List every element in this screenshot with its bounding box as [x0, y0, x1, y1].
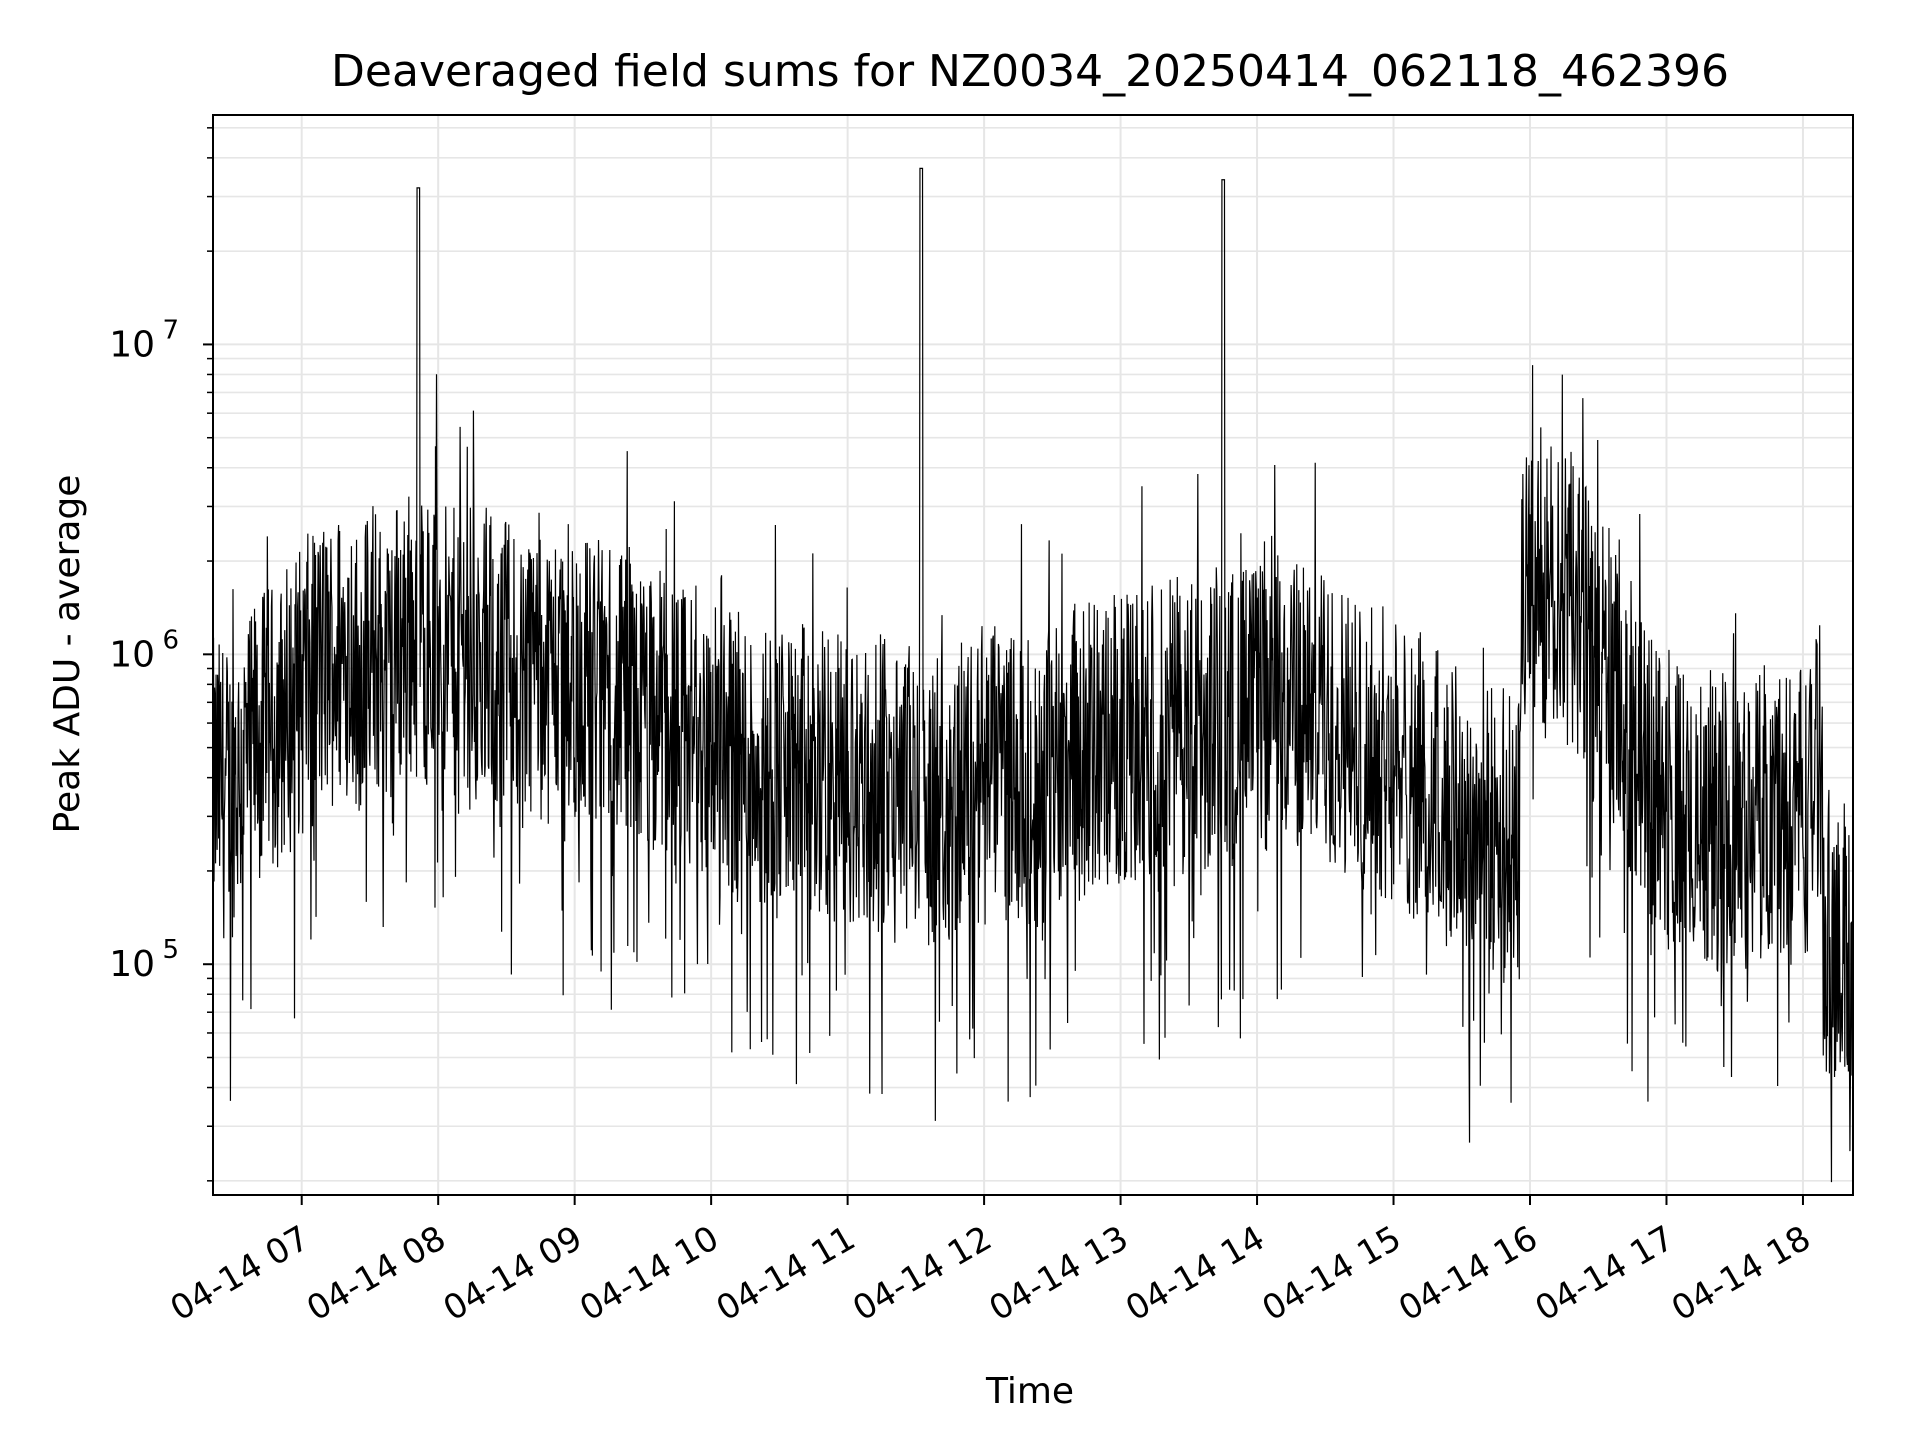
y-tick-label-exponent: 7	[162, 315, 179, 345]
y-tick-label: 10	[109, 324, 155, 365]
series-line-group	[212, 167, 1854, 1183]
y-tick-label-exponent: 5	[162, 935, 179, 965]
series-line	[212, 167, 1854, 1183]
y-axis-label: Peak ADU - average	[47, 475, 88, 834]
y-tick-label: 10	[109, 634, 155, 675]
y-tick-label: 10	[109, 944, 155, 985]
x-axis-label: Time	[985, 1371, 1074, 1412]
y-tick-label-exponent: 6	[162, 625, 179, 655]
chart-title: Deaveraged field sums for NZ0034_2025041…	[331, 46, 1729, 97]
